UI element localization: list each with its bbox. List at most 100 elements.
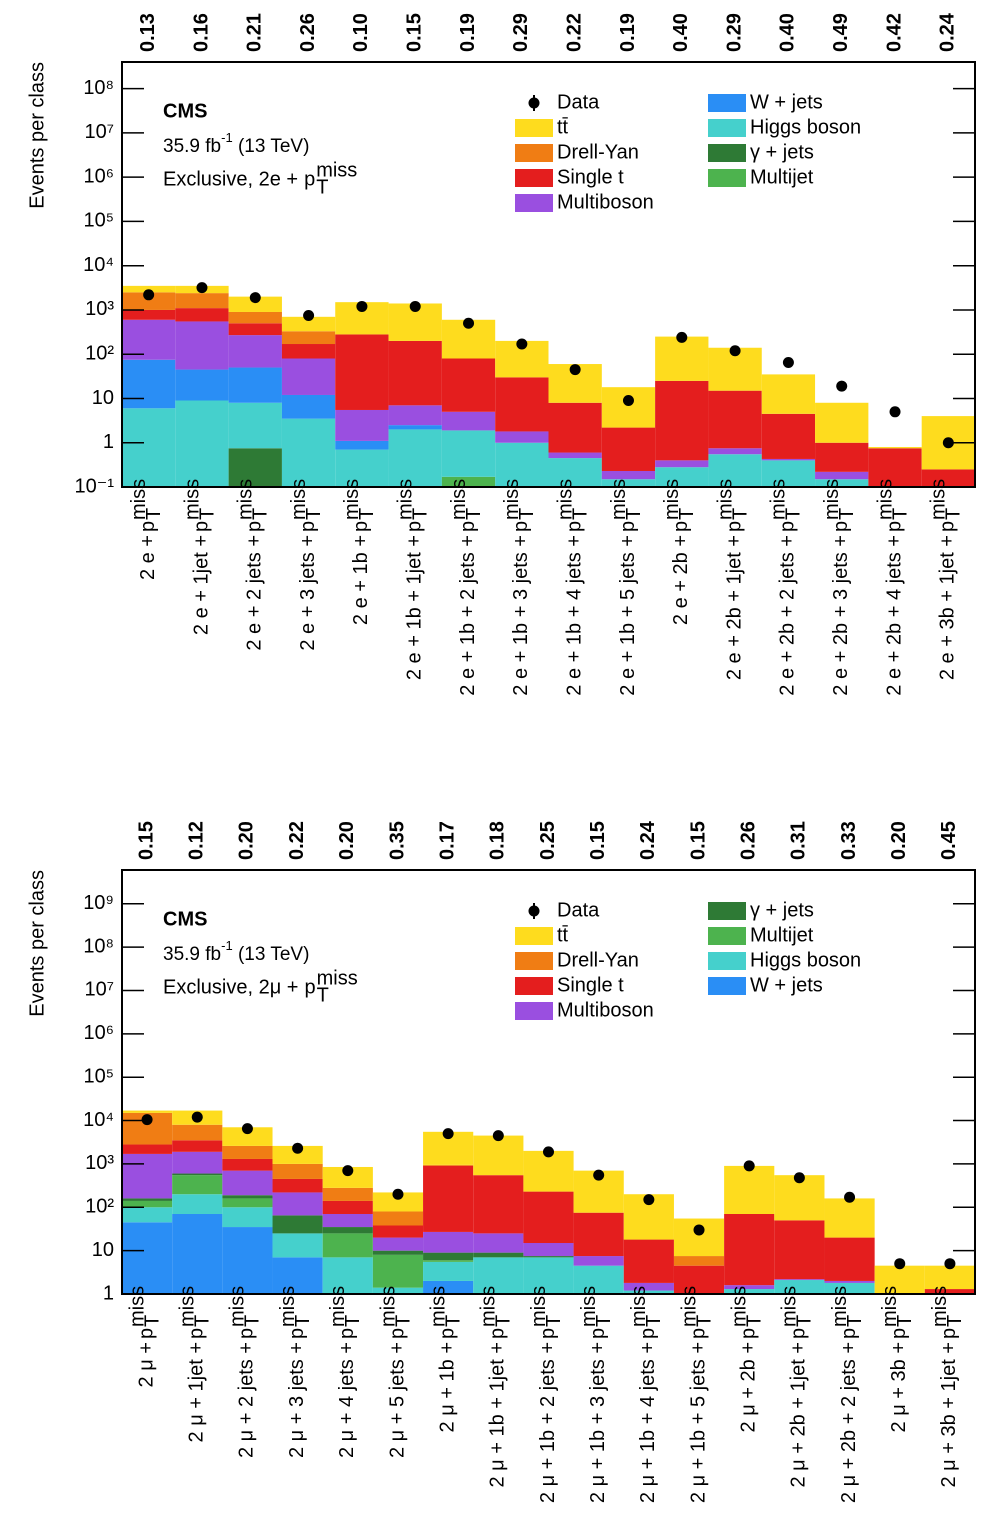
top-label: 0.29 — [723, 13, 745, 52]
data-point — [889, 406, 901, 418]
data-point — [303, 309, 315, 321]
category-sup: miss — [501, 479, 523, 520]
category-sub: T — [894, 1315, 916, 1327]
category-sup: miss — [235, 479, 257, 520]
category-sup: miss — [128, 479, 150, 520]
stack-segment — [673, 1265, 725, 1294]
category-sub: T — [729, 508, 751, 520]
category-sub: T — [442, 1315, 464, 1327]
category-p: p — [487, 1328, 509, 1339]
category-p: p — [297, 521, 319, 532]
stack-segment — [924, 1289, 975, 1294]
stack-segment — [175, 400, 229, 487]
category-text: 2 e + 1b + — [350, 535, 372, 625]
stack-segment — [824, 1282, 875, 1294]
stack-segment — [335, 334, 389, 410]
data-point — [569, 364, 581, 376]
category-sup: miss — [327, 1286, 349, 1327]
category-sub: T — [889, 508, 911, 520]
stack-segment — [122, 408, 176, 487]
top-label: 0.22 — [563, 13, 585, 52]
stack-segment — [473, 1233, 524, 1253]
lumi-part: (13 TeV) — [233, 136, 310, 157]
category-sup: miss — [578, 1286, 600, 1327]
category-text: 2 e + 1b + 2 jets + — [457, 535, 479, 696]
stack-segment — [548, 458, 602, 487]
category-sub: T — [944, 1315, 966, 1327]
top-label: 0.15 — [687, 821, 709, 860]
y-tick-label: 10 — [92, 1239, 114, 1261]
category-sub: T — [943, 508, 965, 520]
stack-segment — [222, 1195, 273, 1199]
selection-p: p — [304, 168, 315, 190]
stack-segment — [601, 427, 656, 471]
category-sup: miss — [929, 1286, 951, 1327]
data-point — [543, 1146, 554, 1158]
top-label: 0.13 — [137, 13, 159, 52]
legend-swatch — [515, 1002, 553, 1020]
category-text: 2 e + 1b + 1jet + — [404, 535, 426, 680]
stack-segment — [874, 1265, 925, 1294]
stack-segment — [272, 1163, 323, 1179]
stack-segment — [372, 1211, 424, 1226]
y-tick-label: 10² — [85, 1196, 114, 1218]
stack-segment — [655, 380, 709, 461]
stack-segment — [573, 1265, 624, 1294]
stack-segment — [281, 344, 336, 359]
legend-data-marker — [528, 97, 540, 109]
stack-segment — [708, 454, 762, 487]
stack-segment — [175, 293, 229, 309]
y-tick-label: 10⁻¹ — [75, 475, 115, 497]
top-label: 0.29 — [510, 13, 532, 52]
stack-segment — [601, 470, 656, 480]
category-text: 2 μ + 3b + — [888, 1342, 910, 1432]
category-sub: T — [569, 508, 591, 520]
top-label: 0.35 — [386, 821, 408, 860]
legend-label: Higgs boson — [750, 116, 861, 138]
stack-segment — [708, 448, 762, 455]
plot-frame — [121, 61, 976, 488]
legend-label: Multijet — [750, 166, 814, 188]
y-tick-label: 10⁴ — [83, 254, 114, 276]
stack-segment — [655, 467, 709, 487]
top-label: 0.20 — [336, 821, 358, 860]
category-p: p — [286, 1328, 308, 1339]
y-axis-title: Events per class — [26, 62, 48, 209]
stack-segment — [724, 1289, 775, 1294]
category-sup: miss — [821, 479, 843, 520]
stack-segment — [655, 336, 709, 381]
category-text: 2 e + — [137, 535, 159, 580]
stack-segment — [222, 1227, 273, 1294]
top-label: 0.49 — [830, 13, 852, 52]
legend-swatch — [708, 927, 746, 945]
legend-label: tt̄ — [557, 116, 569, 138]
category-sub: T — [516, 508, 538, 520]
category-sub: T — [543, 1315, 565, 1327]
top-label: 0.26 — [297, 13, 319, 52]
stack-segment — [372, 1287, 424, 1294]
legend-label: γ + jets — [750, 141, 814, 163]
stack-segment — [222, 1198, 273, 1208]
category-p: p — [510, 521, 532, 532]
stack-segment — [372, 1192, 424, 1212]
stack-segment — [761, 413, 816, 459]
category-sub: T — [836, 508, 858, 520]
top-label: 0.22 — [286, 821, 308, 860]
stack-segment — [172, 1175, 223, 1195]
stack-segment — [122, 292, 176, 310]
legend-label: Multijet — [750, 924, 814, 946]
top-label: 0.40 — [670, 13, 692, 52]
stack-segment — [172, 1173, 223, 1176]
lumi-part: (13 TeV) — [233, 944, 310, 965]
category-sub: T — [196, 508, 218, 520]
stack-segment — [924, 1265, 975, 1290]
stack-segment — [473, 1252, 524, 1258]
y-tick-label: 10⁶ — [84, 165, 114, 187]
stack-segment — [601, 479, 656, 487]
category-p: p — [350, 521, 372, 532]
